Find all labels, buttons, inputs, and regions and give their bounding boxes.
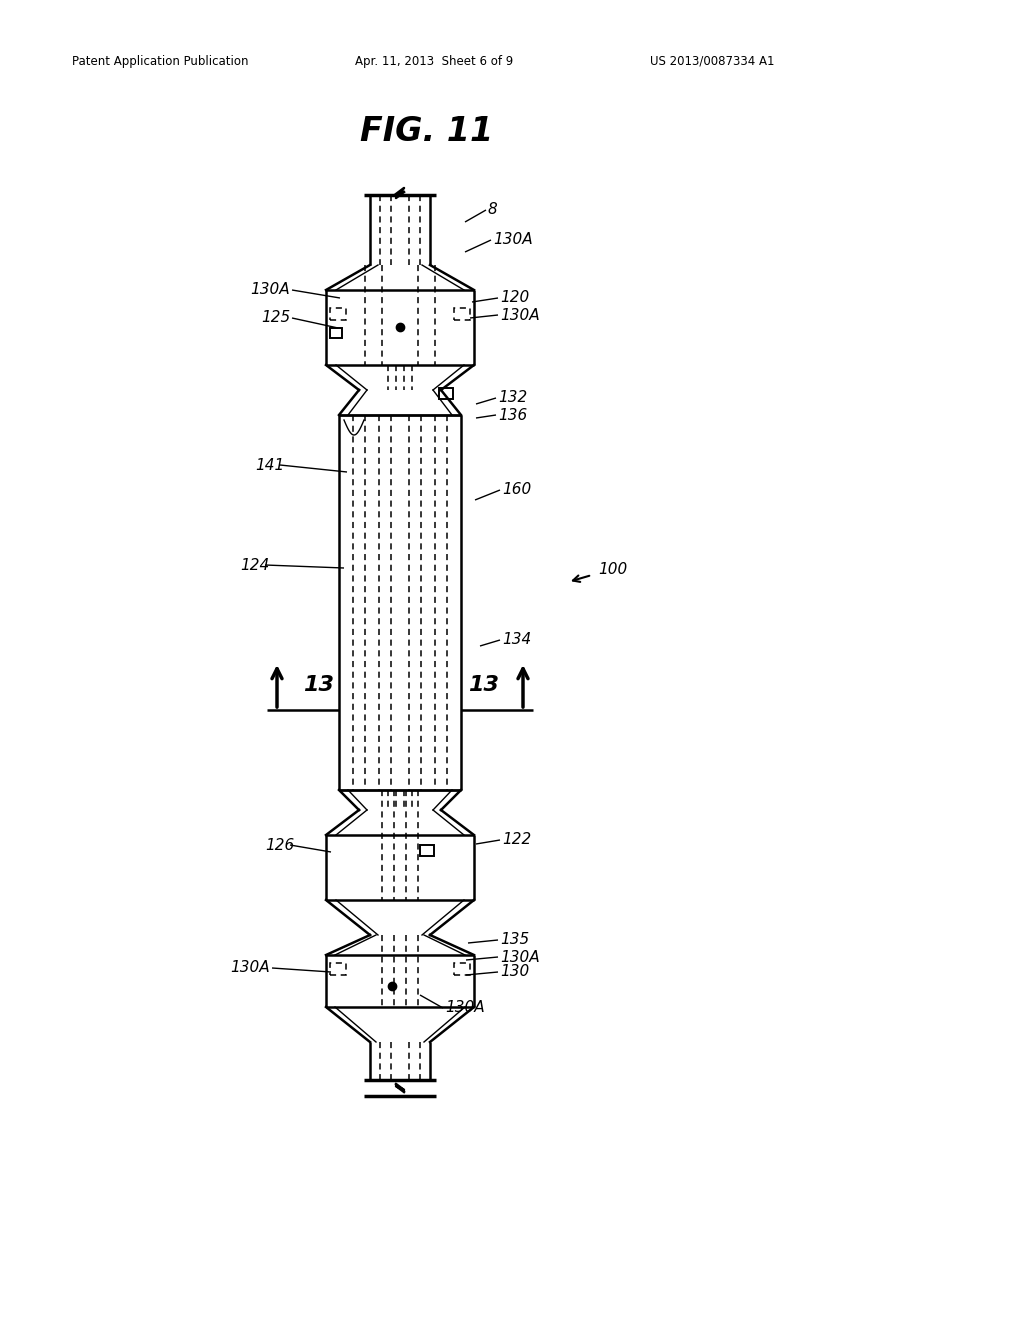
Text: 130A: 130A <box>251 282 290 297</box>
Text: 136: 136 <box>498 408 527 422</box>
Text: 13: 13 <box>468 675 499 696</box>
Text: 8: 8 <box>488 202 498 218</box>
Bar <box>439 388 453 399</box>
Bar <box>330 964 346 975</box>
Bar <box>454 964 470 975</box>
Text: 135: 135 <box>500 932 529 948</box>
Text: 100: 100 <box>598 562 628 578</box>
Text: 130A: 130A <box>500 949 540 965</box>
Text: 130A: 130A <box>500 308 540 322</box>
Text: 122: 122 <box>502 833 531 847</box>
Text: 132: 132 <box>498 391 527 405</box>
Text: 134: 134 <box>502 632 531 648</box>
Text: 130A: 130A <box>230 961 270 975</box>
Text: Patent Application Publication: Patent Application Publication <box>72 55 249 69</box>
Text: 124: 124 <box>240 557 269 573</box>
Text: 160: 160 <box>502 483 531 498</box>
Text: 125: 125 <box>261 310 290 326</box>
Text: 130: 130 <box>500 965 529 979</box>
Text: 130A: 130A <box>493 232 532 248</box>
Bar <box>330 327 342 338</box>
Text: 130A: 130A <box>445 1001 484 1015</box>
Bar <box>454 308 470 319</box>
Text: Apr. 11, 2013  Sheet 6 of 9: Apr. 11, 2013 Sheet 6 of 9 <box>355 55 513 69</box>
Text: 120: 120 <box>500 290 529 305</box>
Text: 126: 126 <box>265 837 294 853</box>
Bar <box>420 845 434 855</box>
Text: FIG. 11: FIG. 11 <box>360 115 494 148</box>
Text: 141: 141 <box>255 458 285 473</box>
Text: 13: 13 <box>303 675 334 696</box>
Text: US 2013/0087334 A1: US 2013/0087334 A1 <box>650 55 774 69</box>
Bar <box>330 308 346 319</box>
